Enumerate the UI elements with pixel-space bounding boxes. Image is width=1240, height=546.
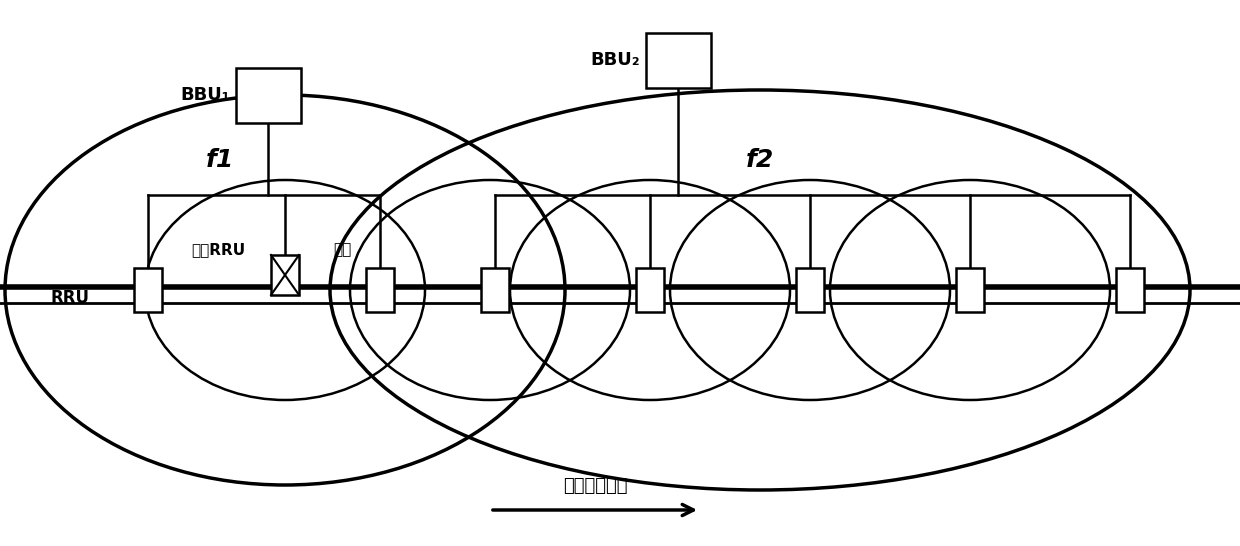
- Bar: [366, 268, 394, 312]
- Bar: [1116, 268, 1145, 312]
- Text: BBU₂: BBU₂: [591, 51, 641, 69]
- Text: RRU: RRU: [51, 289, 91, 307]
- Bar: [956, 268, 985, 312]
- Text: 故障: 故障: [332, 242, 351, 258]
- Bar: [796, 268, 825, 312]
- Text: BBU₁: BBU₁: [181, 86, 231, 104]
- Text: f2: f2: [746, 148, 774, 172]
- Bar: [481, 268, 508, 312]
- Text: f1: f1: [206, 148, 234, 172]
- Bar: [134, 268, 162, 312]
- Bar: [636, 268, 663, 312]
- Text: 列车行驶方向: 列车行驶方向: [563, 477, 627, 495]
- Text: 内部RRU: 内部RRU: [191, 242, 246, 258]
- Bar: [646, 33, 711, 87]
- Bar: [236, 68, 300, 122]
- Bar: [272, 255, 299, 295]
